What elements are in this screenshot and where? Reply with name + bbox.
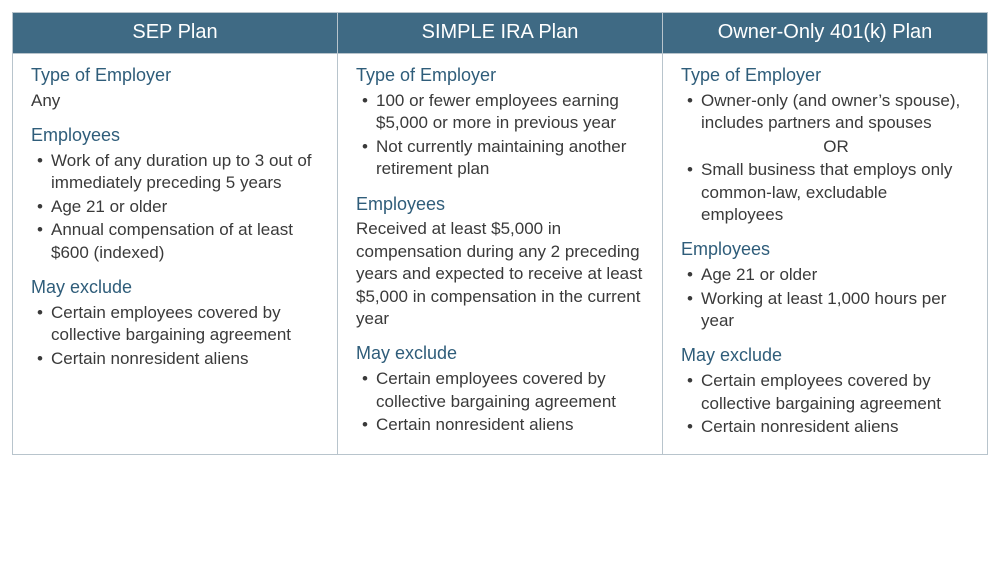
list-item: Certain employees covered by collective …	[356, 368, 646, 413]
list-item: Certain nonresident aliens	[356, 414, 646, 436]
section-text: Received at least $5,000 in compensation…	[356, 218, 646, 330]
section-title: Type of Employer	[31, 64, 321, 88]
list-item: Annual compensation of at least $600 (in…	[31, 219, 321, 264]
list-item: Certain nonresident aliens	[31, 348, 321, 370]
section-title: Employees	[681, 238, 971, 262]
table-column: SIMPLE IRA Plan Type of Employer 100 or …	[338, 13, 663, 454]
section-title: Employees	[356, 193, 646, 217]
list-item: Certain nonresident aliens	[681, 416, 971, 438]
bullet-list: Small business that employs only common-…	[681, 159, 971, 226]
list-item: 100 or fewer employees earning $5,000 or…	[356, 90, 646, 135]
comparison-table: SEP Plan Type of Employer Any Employees …	[12, 12, 988, 455]
list-item: Working at least 1,000 hours per year	[681, 288, 971, 333]
list-item: Owner-only (and owner’s spouse), include…	[681, 90, 971, 135]
bullet-list: Certain employees covered by collective …	[681, 370, 971, 438]
column-body: Type of Employer 100 or fewer employees …	[338, 54, 662, 452]
list-item: Work of any duration up to 3 out of imme…	[31, 150, 321, 195]
table-column: Owner-Only 401(k) Plan Type of Employer …	[663, 13, 987, 454]
list-item: Small business that employs only common-…	[681, 159, 971, 226]
bullet-list: Work of any duration up to 3 out of imme…	[31, 150, 321, 264]
list-item: Age 21 or older	[681, 264, 971, 286]
column-body: Type of Employer Owner-only (and owner’s…	[663, 54, 987, 454]
section-text: Any	[31, 90, 321, 112]
list-item: Certain employees covered by collective …	[31, 302, 321, 347]
bullet-list: Certain employees covered by collective …	[356, 368, 646, 436]
table-column: SEP Plan Type of Employer Any Employees …	[13, 13, 338, 454]
list-item: Certain employees covered by collective …	[681, 370, 971, 415]
column-header: SIMPLE IRA Plan	[338, 13, 662, 54]
column-header: SEP Plan	[13, 13, 337, 54]
column-body: Type of Employer Any Employees Work of a…	[13, 54, 337, 385]
section-title: Type of Employer	[681, 64, 971, 88]
section-title: May exclude	[356, 342, 646, 366]
section-title: May exclude	[681, 344, 971, 368]
bullet-list: Owner-only (and owner’s spouse), include…	[681, 90, 971, 135]
list-item: Not currently maintaining another retire…	[356, 136, 646, 181]
bullet-list: Certain employees covered by collective …	[31, 302, 321, 370]
section-title: Type of Employer	[356, 64, 646, 88]
or-separator: OR	[681, 136, 971, 158]
list-item: Age 21 or older	[31, 196, 321, 218]
bullet-list: 100 or fewer employees earning $5,000 or…	[356, 90, 646, 181]
bullet-list: Age 21 or older Working at least 1,000 h…	[681, 264, 971, 332]
column-header: Owner-Only 401(k) Plan	[663, 13, 987, 54]
section-title: May exclude	[31, 276, 321, 300]
section-title: Employees	[31, 124, 321, 148]
